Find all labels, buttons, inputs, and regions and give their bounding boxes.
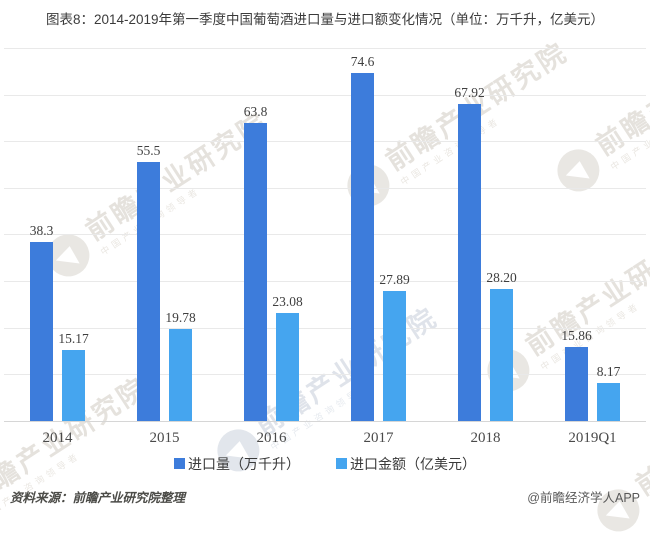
bar-value-label: 15.86 <box>561 327 592 343</box>
legend-item-1: 进口量（万千升） <box>174 454 300 474</box>
bar-value-label: 74.6 <box>350 54 375 70</box>
legend: 进口量（万千升） 进口金额（亿美元） <box>0 454 650 474</box>
legend-item-2: 进口金额（亿美元） <box>336 454 476 474</box>
bar-2017-series2: 27.89 <box>379 272 410 421</box>
bar-group-2018: 67.92 28.20 <box>432 48 539 421</box>
bar-value-label: 27.89 <box>379 271 410 287</box>
bars: 38.3 15.17 55.5 19.78 63.8 23.08 74.6 27.89 67.9… <box>4 48 646 421</box>
bar-2015-series1: 55.5 <box>137 143 160 421</box>
gridline-10 <box>4 374 646 376</box>
bar-2016-series2: 23.08 <box>272 294 303 421</box>
bar-value-label: 23.08 <box>272 294 303 310</box>
bar-2018-series1: 67.92 <box>454 85 485 421</box>
bar-group-2016: 63.8 23.08 <box>218 48 325 421</box>
bar-value-label: 38.3 <box>29 223 54 239</box>
gridline-80 <box>4 47 646 49</box>
bar-2019Q1-series1: 15.86 <box>561 328 592 421</box>
bar-value-label: 67.92 <box>454 85 485 101</box>
gridline-50 <box>4 187 646 189</box>
bar-2018-series2: 28.20 <box>486 270 517 421</box>
bar-value-label: 63.8 <box>243 104 268 120</box>
gridline-30 <box>4 281 646 283</box>
credit-note: @前瞻经济学人APP <box>527 490 640 505</box>
gridline-20 <box>4 327 646 329</box>
bar-2019Q1-series2: 8.17 <box>597 364 620 421</box>
source-note: 资料来源：前瞻产业研究院整理 <box>10 490 186 505</box>
legend-label: 进口量（万千升） <box>188 457 300 473</box>
chart-title: 图表8：2014-2019年第一季度中国葡萄酒进口量与进口额变化情况（单位：万千… <box>45 12 605 27</box>
bar-group-2015: 55.5 19.78 <box>111 48 218 421</box>
plot-area: 38.3 15.17 55.5 19.78 63.8 23.08 74.6 27.89 67.9… <box>4 47 646 422</box>
bar-value-label: 19.78 <box>165 309 196 325</box>
gridline-40 <box>4 234 646 236</box>
x-axis-label-2015: 2015 <box>149 429 180 446</box>
footer: 资料来源：前瞻产业研究院整理 @前瞻经济学人APP <box>10 487 640 506</box>
legend-swatch-icon <box>336 458 347 470</box>
x-axis-label-2017: 2017 <box>363 429 394 446</box>
gridline-60 <box>4 141 646 143</box>
x-axis-label-2016: 2016 <box>256 429 287 446</box>
bar-group-2017: 74.6 27.89 <box>325 48 432 421</box>
bar-value-label: 15.17 <box>58 331 89 347</box>
bar-2015-series2: 19.78 <box>165 310 196 421</box>
bar-2014-series1: 38.3 <box>30 223 53 421</box>
bar-value-label: 55.5 <box>136 143 161 159</box>
legend-label: 进口金额（亿美元） <box>350 457 476 473</box>
bar-value-label: 28.20 <box>486 270 517 286</box>
bar-group-2014: 38.3 15.17 <box>4 48 111 421</box>
gridline-0 <box>4 420 646 422</box>
legend-swatch-icon <box>174 458 185 470</box>
gridline-70 <box>4 94 646 96</box>
x-axis-label-2018: 2018 <box>470 429 501 446</box>
bar-value-label: 8.17 <box>596 363 621 379</box>
bar-2014-series2: 15.17 <box>58 331 89 421</box>
bar-group-2019Q1: 15.86 8.17 <box>539 48 646 421</box>
x-axis-label-2019Q1: 2019Q1 <box>568 429 617 446</box>
x-axis-labels: 2014 2015 2016 2017 2018 2019Q1 <box>4 421 646 447</box>
bar-2016-series1: 63.8 <box>244 104 267 421</box>
x-axis-label-2014: 2014 <box>42 429 73 446</box>
bar-2017-series1: 74.6 <box>351 54 374 421</box>
